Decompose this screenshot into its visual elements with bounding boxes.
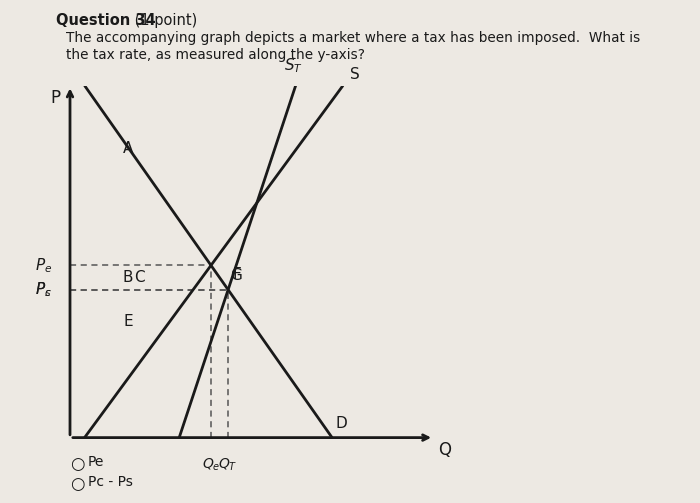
Text: G: G — [230, 269, 242, 283]
Text: B: B — [123, 270, 134, 285]
Text: $Q_e$: $Q_e$ — [202, 457, 220, 473]
Text: E: E — [123, 314, 133, 329]
Text: $P_s$: $P_s$ — [35, 280, 52, 299]
Text: Q: Q — [438, 441, 451, 459]
Text: (1 point): (1 point) — [130, 13, 197, 28]
Text: The accompanying graph depicts a market where a tax has been imposed.  What is: The accompanying graph depicts a market … — [66, 31, 640, 45]
Text: the tax rate, as measured along the y-axis?: the tax rate, as measured along the y-ax… — [66, 48, 365, 62]
Text: $Q_T$: $Q_T$ — [218, 457, 238, 473]
Text: $P_e$: $P_e$ — [34, 256, 52, 275]
Text: F: F — [233, 267, 242, 282]
Text: $S_T$: $S_T$ — [284, 56, 303, 75]
Text: S: S — [350, 67, 360, 82]
Text: P: P — [50, 89, 60, 107]
Text: Question 34: Question 34 — [56, 13, 155, 28]
Text: Pe: Pe — [88, 455, 104, 469]
Text: D: D — [336, 415, 347, 431]
Text: C: C — [134, 270, 144, 285]
Text: ○: ○ — [70, 475, 85, 493]
Text: A: A — [123, 141, 134, 156]
Text: ○: ○ — [70, 455, 85, 473]
Text: $P_c$: $P_c$ — [35, 280, 52, 299]
Text: Pc - Ps: Pc - Ps — [88, 475, 132, 489]
